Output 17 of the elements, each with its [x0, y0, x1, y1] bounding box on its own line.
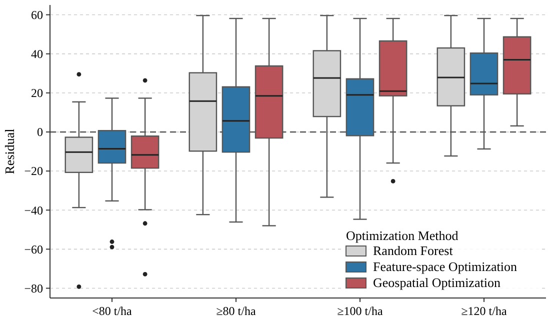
- y-tick-label: 60: [31, 8, 43, 22]
- y-tick-label: −80: [24, 281, 43, 296]
- legend-label: Geospatial Optimization: [373, 275, 501, 290]
- y-tick-label: −20: [24, 164, 43, 178]
- y-tick-label: 20: [31, 86, 43, 100]
- x-tick-label: ≥120 t/ha: [461, 304, 508, 318]
- legend-label: Random Forest: [373, 243, 454, 258]
- x-tick-label: <80 t/ha: [92, 304, 133, 318]
- y-axis-title: Residual: [2, 128, 17, 174]
- y-tick-label: 40: [31, 47, 43, 62]
- y-tick-label: −60: [24, 242, 43, 256]
- x-tick-label: ≥100 t/ha: [337, 304, 384, 318]
- y-tick-label: −40: [24, 203, 43, 218]
- x-tick-label: ≥80 t/ha: [216, 304, 256, 318]
- legend-title: Optimization Method: [346, 228, 459, 243]
- legend-label: Feature-space Optimization: [373, 259, 518, 274]
- y-tick-label: 0: [37, 125, 43, 140]
